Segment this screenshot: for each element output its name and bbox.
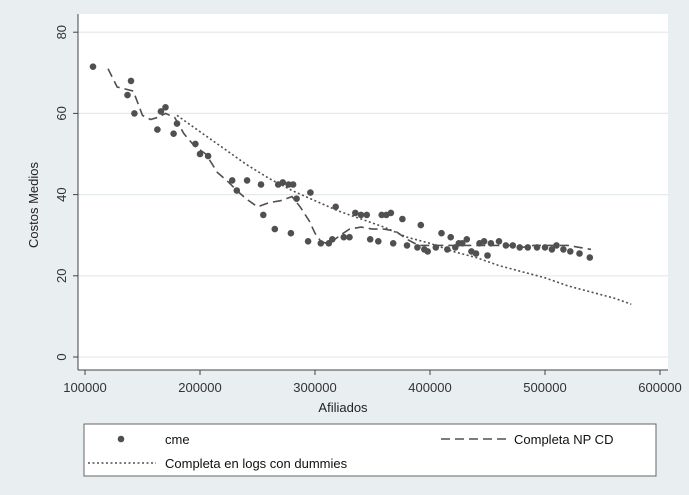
- cme-point-37: [378, 211, 386, 219]
- cme-point-49: [444, 246, 451, 253]
- cme-point-7: [170, 130, 177, 137]
- cme-point-41: [399, 215, 406, 223]
- cme-point-30: [340, 233, 348, 241]
- cme-point-15: [257, 181, 265, 188]
- cme-point-42: [403, 242, 411, 249]
- cme-point-73: [586, 254, 594, 261]
- legend: cme Completa NP CD Completa en logs con …: [83, 423, 657, 477]
- cme-point-40: [389, 240, 397, 247]
- cme-point-6: [162, 104, 169, 111]
- cme-point-8: [173, 120, 181, 127]
- y-tick-label-0: 0: [54, 353, 69, 360]
- plot-area: [78, 14, 668, 370]
- legend-label-np-cd: Completa NP CD: [514, 432, 613, 447]
- cme-point-70: [560, 246, 567, 253]
- cme-point-34: [363, 211, 371, 219]
- x-axis-title: Afiliados: [318, 400, 368, 415]
- cme-point-23: [293, 195, 300, 202]
- cme-point-4: [154, 126, 161, 133]
- series-line-logs: [176, 114, 632, 305]
- cme-point-16: [260, 211, 267, 219]
- cme-point-71: [567, 248, 574, 255]
- cme-point-12: [228, 177, 236, 184]
- x-tick-label-500000: 500000: [523, 380, 566, 395]
- cme-point-32: [352, 209, 359, 217]
- y-axis-title: Costos Medios: [26, 162, 41, 248]
- cme-point-17: [271, 225, 279, 233]
- x-tick-label-100000: 100000: [63, 380, 106, 395]
- cme-point-14: [243, 177, 251, 184]
- series-line-np-cd: [107, 68, 592, 251]
- x-tick-label-600000: 600000: [638, 380, 681, 395]
- cme-point-54: [463, 236, 471, 243]
- cme-point-33: [357, 211, 365, 219]
- cme-point-29: [332, 203, 340, 211]
- cme-point-22: [289, 181, 297, 188]
- cme-point-10: [196, 150, 204, 158]
- y-tick-label-80: 80: [54, 25, 69, 39]
- y-tick-label-20: 20: [54, 269, 69, 283]
- cme-point-43: [414, 244, 421, 251]
- cme-point-24: [304, 238, 312, 245]
- cme-point-59: [484, 252, 491, 259]
- cme-point-46: [424, 248, 432, 255]
- cme-point-48: [438, 229, 445, 237]
- cme-point-36: [375, 238, 382, 245]
- cme-point-25: [307, 189, 314, 196]
- y-tick-label-40: 40: [54, 187, 69, 201]
- cme-point-39: [387, 209, 395, 217]
- x-tick-label-400000: 400000: [408, 380, 451, 395]
- legend-label-cme: cme: [165, 432, 190, 447]
- cme-point-19: [279, 179, 287, 186]
- cme-point-1: [124, 91, 131, 99]
- cme-point-0: [89, 63, 97, 70]
- legend-label-logs: Completa en logs con dummies: [165, 456, 348, 471]
- cme-point-2: [127, 77, 135, 85]
- legend-marker-cme: [117, 435, 125, 443]
- cme-point-5: [157, 108, 165, 115]
- cme-point-50: [447, 233, 455, 241]
- grid: [78, 31, 668, 358]
- cme-point-65: [524, 244, 532, 251]
- series-layer: [89, 63, 632, 305]
- cme-point-69: [553, 242, 560, 249]
- cme-point-61: [495, 238, 503, 245]
- cme-point-68: [548, 246, 556, 253]
- axes: 0 20 40 60 80 100000 200000 300000 400000 500000 6…: [54, 14, 682, 395]
- cme-point-44: [417, 221, 425, 229]
- x-tick-label-300000: 300000: [293, 380, 336, 395]
- cme-point-35: [366, 236, 374, 243]
- cme-point-3: [131, 110, 138, 117]
- cme-point-21: [287, 229, 295, 237]
- cme-point-72: [576, 250, 583, 257]
- x-tick-label-200000: 200000: [178, 380, 221, 395]
- cme-point-58: [480, 238, 488, 245]
- y-tick-label-60: 60: [54, 106, 69, 120]
- legend-box: [83, 423, 657, 477]
- cme-point-56: [472, 250, 480, 257]
- cme-point-31: [346, 233, 353, 241]
